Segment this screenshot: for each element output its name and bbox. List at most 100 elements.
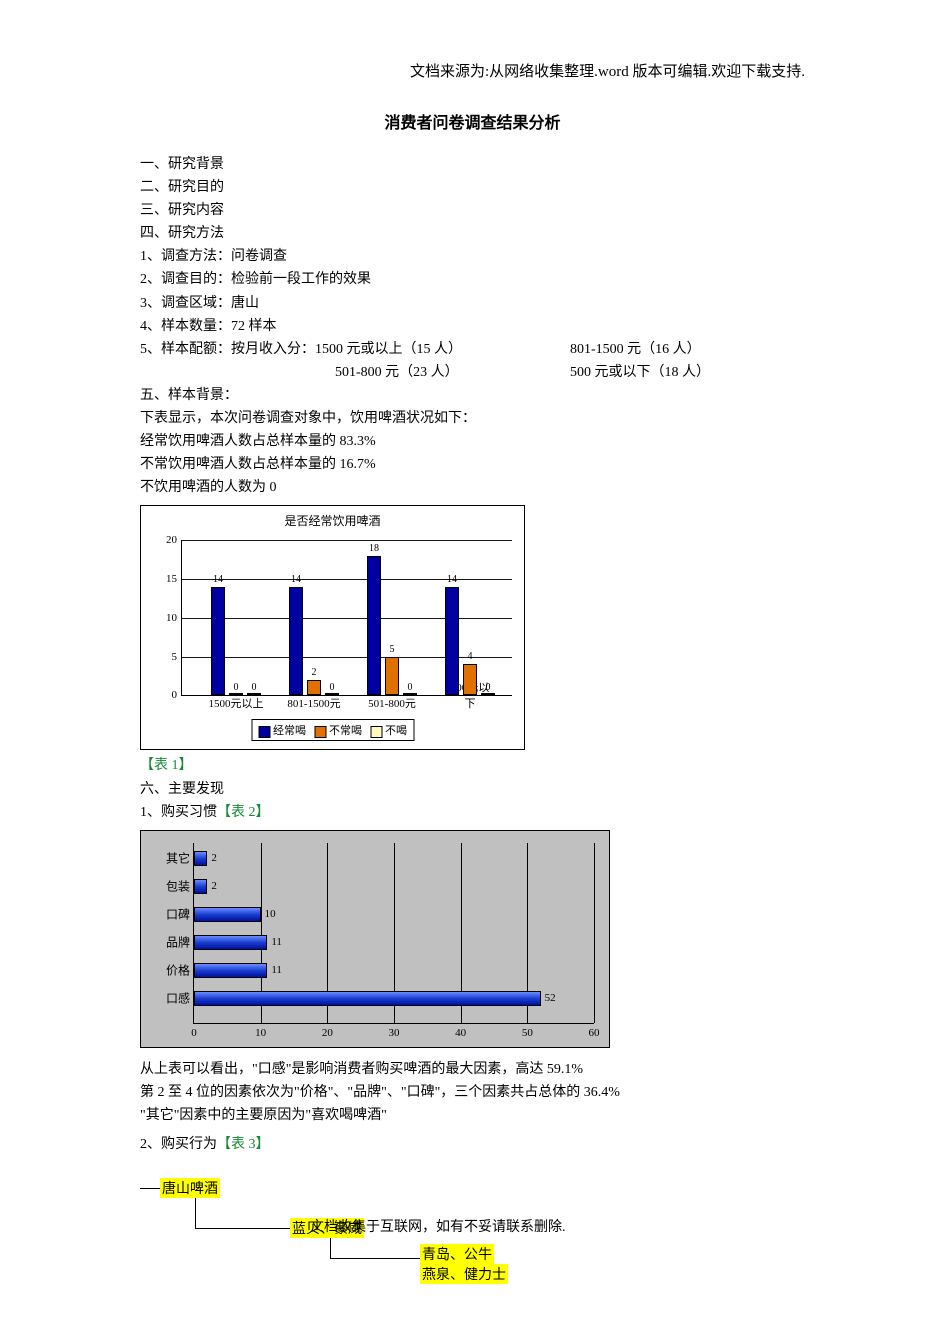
chart2-category-label: 口感 — [154, 990, 190, 1007]
quota-label: 5、样本配额：按月收入分： — [140, 342, 315, 357]
ref-table1: 【表 1】 — [140, 758, 193, 773]
chart2-plot: 0102030405060其它2包装2口碑10品牌11价格11口感52 — [193, 843, 594, 1024]
chart1-bar — [247, 693, 261, 695]
chart1-ytick-label: 20 — [166, 534, 177, 546]
chart1-category-label: 801-1500元 — [287, 695, 340, 711]
chart1-value-label: 0 — [486, 682, 491, 693]
footer-note: 文档收集于互联网，如有不妥请联系删除. — [310, 1216, 566, 1236]
chart1-value-label: 0 — [234, 682, 239, 693]
chart2-category-label: 其它 — [154, 850, 190, 867]
chart2-category-label: 品牌 — [154, 934, 190, 951]
bg-1: 下表显示，本次问卷调查对象中，饮用啤酒状况如下： — [140, 407, 805, 430]
outline-3: 三、研究内容 — [140, 199, 805, 222]
chart1-gridline — [182, 540, 512, 541]
chart2-frame: 0102030405060其它2包装2口碑10品牌11价格11口感52 — [140, 830, 610, 1048]
source-line: 文档来源为:从网络收集整理.word 版本可编辑.欢迎下载支持. — [140, 60, 805, 81]
tree-node-3a: 青岛、公牛 — [420, 1244, 494, 1264]
chart2-xtick-label: 40 — [455, 1027, 466, 1039]
source-prefix: 文档来源为 — [410, 64, 485, 80]
chart1-frame: 是否经常饮用啤酒 051015201500元以上1400801-1500元142… — [140, 505, 525, 750]
chart1-bar — [229, 693, 243, 695]
quota-row-1: 5、样本配额：按月收入分：1500 元或以上（15 人） 801-1500 元（… — [140, 338, 805, 361]
chart2-bar — [194, 851, 207, 866]
method-4: 4、样本数量：72 样本 — [140, 315, 805, 338]
chart1-bar — [325, 693, 339, 695]
chart2-xtick-label: 0 — [191, 1027, 197, 1039]
habit-label: 1、购买习惯 — [140, 805, 217, 820]
chart1-value-label: 14 — [213, 574, 223, 585]
tree-node-1: 唐山啤酒 — [160, 1178, 220, 1198]
chart1-legend-item: 不常喝 — [314, 722, 362, 738]
chart1-bar — [463, 664, 477, 695]
outline-2: 二、研究目的 — [140, 176, 805, 199]
behavior-label: 2、购买行为 — [140, 1137, 217, 1152]
chart1-bar — [289, 587, 303, 696]
document-page: 文档来源为:从网络收集整理.word 版本可编辑.欢迎下载支持. 消费者问卷调查… — [0, 0, 945, 1337]
chart1-category-label: 1500元以上 — [209, 695, 264, 711]
chart2-bar — [194, 991, 541, 1006]
chart1-bar — [403, 693, 417, 695]
legend-swatch — [258, 726, 270, 738]
chart2-xtick-label: 50 — [522, 1027, 533, 1039]
quota-row-2: 501-800 元（23 人） 500 元或以下（18 人） — [140, 361, 805, 384]
method-2: 2、调查目的：检验前一段工作的效果 — [140, 268, 805, 291]
chart1-bar — [385, 657, 399, 696]
chart1-value-label: 0 — [408, 682, 413, 693]
chart2-value-label: 52 — [545, 992, 556, 1004]
chart1-value-label: 4 — [468, 651, 473, 662]
chart2-xtick-label: 20 — [322, 1027, 333, 1039]
chart2-value-label: 2 — [211, 852, 217, 864]
analysis-1: 从上表可以看出，"口感"是影响消费者购买啤酒的最大因素，高达 59.1% — [140, 1058, 805, 1081]
quota-a: 1500 元或以上（15 人） — [315, 342, 462, 357]
chart1-plot: 051015201500元以上1400801-1500元1420501-800元… — [181, 540, 512, 696]
chart1-ytick-label: 15 — [166, 573, 177, 585]
chart1-value-label: 0 — [252, 682, 257, 693]
chart1-gridline — [182, 657, 512, 658]
outline-4: 四、研究方法 — [140, 222, 805, 245]
chart1-bar — [211, 587, 225, 696]
bg-2: 经常饮用啤酒人数占总样本量的 83.3% — [140, 430, 805, 453]
chart1-bar — [367, 556, 381, 696]
chart2-value-label: 11 — [271, 964, 282, 976]
chart2-category-label: 包装 — [154, 878, 190, 895]
chart1-bar — [445, 587, 459, 696]
method-1: 1、调查方法：问卷调查 — [140, 245, 805, 268]
chart1-gridline — [182, 579, 512, 580]
chart1-ytick-label: 0 — [172, 689, 178, 701]
chart2-value-label: 10 — [265, 908, 276, 920]
chart1-ytick-label: 10 — [166, 612, 177, 624]
outline-5: 五、样本背景： — [140, 384, 805, 407]
chart1-title: 是否经常饮用啤酒 — [141, 512, 524, 529]
legend-label: 不常喝 — [329, 725, 362, 737]
chart1-legend-item: 经常喝 — [258, 722, 306, 738]
chart1-category-label: 501-800元 — [368, 695, 416, 711]
ref-table2: 【表 2】 — [217, 805, 270, 820]
chart2-xtick-label: 60 — [589, 1027, 600, 1039]
chart2-xtick-label: 30 — [389, 1027, 400, 1039]
chart1-value-label: 5 — [390, 644, 395, 655]
source-word: word — [598, 64, 629, 80]
legend-label: 不喝 — [385, 725, 407, 737]
chart2-category-label: 价格 — [154, 962, 190, 979]
chart1-ytick-label: 5 — [172, 651, 178, 663]
chart2-bar — [194, 963, 267, 978]
chart2-xtick-label: 10 — [255, 1027, 266, 1039]
tree-node-3b: 燕泉、健力士 — [420, 1264, 508, 1284]
chart1-value-label: 18 — [369, 543, 379, 554]
legend-swatch — [370, 726, 382, 738]
chart1-legend: 经常喝 不常喝 不喝 — [251, 719, 414, 741]
ref-table3: 【表 3】 — [217, 1137, 270, 1152]
chart1-value-label: 0 — [330, 682, 335, 693]
section-6: 六、主要发现 — [140, 778, 805, 801]
tree-diagram: 唐山啤酒 蓝贝、豪威 青岛、公牛 燕泉、健力士 文档收集于互联网，如有不妥请联系… — [140, 1170, 805, 1280]
quota-d: 500 元或以下（18 人） — [570, 361, 800, 384]
analysis-3: "其它"因素中的主要原因为"喜欢喝啤酒" — [140, 1104, 805, 1127]
document-title: 消费者问卷调查结果分析 — [140, 109, 805, 133]
quota-b: 801-1500 元（16 人） — [570, 338, 800, 361]
chart2-bar — [194, 907, 261, 922]
chart2-value-label: 11 — [271, 936, 282, 948]
chart1-value-label: 14 — [447, 574, 457, 585]
chart2-bar — [194, 879, 207, 894]
chart1-gridline — [182, 618, 512, 619]
chart1-value-label: 14 — [291, 574, 301, 585]
